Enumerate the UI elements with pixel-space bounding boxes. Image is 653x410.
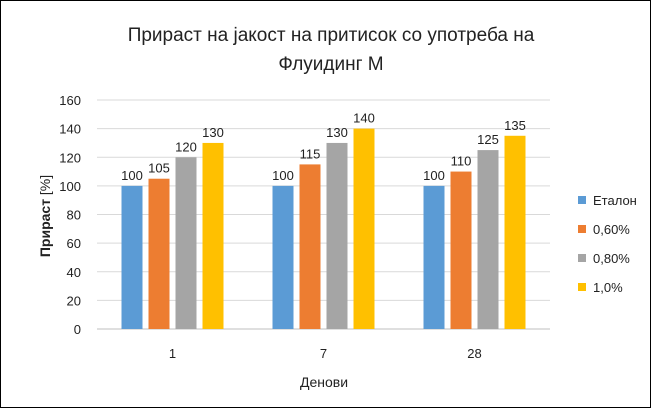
x-axis-ticks: 1 7 28 [169, 346, 482, 361]
y-tick-label: 160 [59, 93, 81, 108]
y-tick-label: 120 [59, 150, 81, 165]
bar [202, 142, 224, 329]
data-label: 100 [423, 168, 445, 183]
data-label: 105 [148, 161, 170, 176]
y-tick-label: 40 [67, 265, 81, 280]
bar [175, 157, 197, 329]
legend-label: Еталон [593, 193, 637, 208]
data-label: 100 [272, 168, 294, 183]
x-tick-label: 7 [320, 346, 327, 361]
bar [272, 185, 294, 329]
bar [148, 178, 170, 329]
data-label: 110 [451, 154, 472, 169]
data-label: 115 [300, 146, 321, 161]
bar [423, 185, 445, 329]
chart-title-line-2: Флуидинг М [278, 54, 383, 75]
bar [353, 128, 375, 329]
y-tick-label: 80 [67, 208, 81, 223]
legend-label: 0,80% [593, 251, 630, 266]
y-axis-title-bold: Прираст [37, 199, 53, 257]
data-label: 130 [326, 125, 348, 140]
legend-label: 1,0% [593, 280, 623, 295]
legend-label: 0,60% [593, 222, 630, 237]
data-label: 120 [175, 139, 197, 154]
legend: Еталон 0,60% 0,80% 1,0% [578, 193, 637, 295]
bar [477, 150, 499, 329]
y-axis-title-unit: [%] [37, 175, 53, 199]
x-tick-label: 1 [169, 346, 176, 361]
y-tick-label: 0 [74, 322, 81, 337]
legend-swatch [578, 283, 586, 291]
bar [326, 142, 348, 329]
data-label: 100 [121, 168, 143, 183]
y-tick-label: 60 [67, 236, 81, 251]
legend-swatch [578, 225, 586, 233]
bar [504, 135, 526, 329]
gridlines [97, 99, 550, 330]
data-label: 135 [504, 118, 526, 133]
data-labels: 100 105 120 130 100 115 130 140 100 110 125 135 [121, 111, 526, 183]
bar [121, 185, 143, 329]
bar [299, 164, 321, 329]
y-tick-label: 140 [59, 122, 81, 137]
bar [450, 171, 472, 329]
legend-swatch [578, 254, 586, 262]
data-label: 125 [477, 132, 499, 147]
legend-swatch [578, 196, 586, 204]
bars [121, 128, 526, 329]
y-axis-title: Прираст [%] [37, 175, 53, 257]
data-label: 140 [353, 111, 375, 126]
x-tick-label: 28 [467, 346, 481, 361]
y-tick-label: 100 [59, 179, 81, 194]
data-label: 130 [202, 125, 224, 140]
x-axis-title: Денови [300, 374, 348, 390]
y-axis-ticks: 0 20 40 60 80 100 120 140 160 [59, 93, 81, 337]
y-tick-label: 20 [67, 293, 81, 308]
chart-title-line-1: Прираст на јакост на притисок со употреб… [128, 25, 535, 46]
